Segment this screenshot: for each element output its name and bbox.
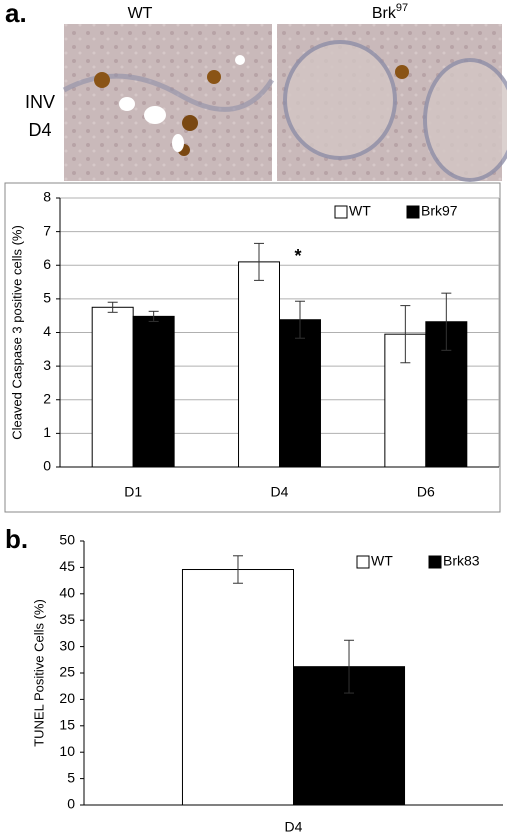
y-tick-label: 1 <box>43 424 51 440</box>
y-tick-label: 25 <box>59 664 75 680</box>
error-bar <box>148 310 159 322</box>
y-tick-label: 0 <box>43 458 51 474</box>
legend-label: WT <box>349 203 371 219</box>
y-tick-label: 40 <box>59 585 75 601</box>
error-bar <box>254 242 265 281</box>
y-tick-label: 20 <box>59 690 75 706</box>
error-bar <box>441 292 452 351</box>
y-tick-label: 10 <box>59 743 75 759</box>
chart-frame <box>4 182 501 513</box>
y-tick-label: 2 <box>43 390 51 406</box>
legend-label: Brk83 <box>443 553 480 569</box>
legend-swatch <box>406 205 420 219</box>
panel-label: b. <box>5 524 28 554</box>
y-tick-label: 3 <box>43 357 51 373</box>
x-tick-label: D1 <box>124 484 142 500</box>
micrograph <box>277 24 507 182</box>
y-axis-label: TUNEL Positive Cells (%) <box>31 599 46 747</box>
y-tick-label: 0 <box>67 796 75 812</box>
error-bar <box>294 300 305 339</box>
error-bar <box>344 639 355 694</box>
legend-swatch <box>334 205 348 219</box>
annotation: * <box>294 246 301 266</box>
label-base: Brk <box>372 5 397 22</box>
legend-swatch <box>428 555 442 569</box>
x-tick-label: D4 <box>271 484 289 500</box>
bar <box>91 306 134 468</box>
bar <box>181 569 294 806</box>
micrograph <box>62 24 275 181</box>
x-tick-label: D4 <box>285 819 303 835</box>
image-column-label: WT <box>128 5 153 22</box>
x-tick-label: D6 <box>417 484 435 500</box>
y-tick-label: 6 <box>43 256 51 272</box>
y-tick-label: 45 <box>59 558 75 574</box>
bar <box>238 261 281 468</box>
bar <box>132 315 175 468</box>
image-row-label: INV <box>25 92 55 112</box>
legend-swatch <box>356 555 370 569</box>
y-tick-label: 35 <box>59 611 75 627</box>
bar <box>279 319 321 468</box>
panel-label: a. <box>5 0 27 28</box>
y-tick-label: 8 <box>43 189 51 205</box>
label-sup: 97 <box>396 2 408 14</box>
y-tick-label: 5 <box>43 290 51 306</box>
y-axis-label: Cleaved Caspase 3 positive cells (%) <box>9 225 24 440</box>
error-bar <box>107 301 118 313</box>
image-row-label: D4 <box>28 120 51 140</box>
y-tick-label: 15 <box>59 717 75 733</box>
y-tick-label: 50 <box>59 532 75 548</box>
image-column-label: Brk97 <box>372 2 408 22</box>
error-bar <box>400 305 411 364</box>
y-tick-label: 4 <box>43 323 51 339</box>
legend-label: WT <box>371 553 393 569</box>
legend-label: Brk97 <box>421 203 458 219</box>
y-tick-label: 7 <box>43 222 51 238</box>
y-tick-label: 5 <box>67 769 75 785</box>
error-bar <box>232 555 243 584</box>
y-tick-label: 30 <box>59 637 75 653</box>
